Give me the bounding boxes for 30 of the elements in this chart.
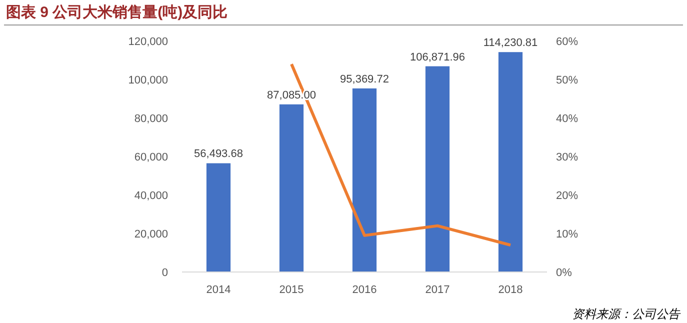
y2-tick-label: 40% — [556, 113, 578, 125]
y2-tick-label: 50% — [556, 74, 578, 86]
x-tick-label: 2015 — [279, 284, 304, 296]
y-tick-label: 120,000 — [128, 36, 168, 48]
bar — [279, 104, 304, 272]
y2-tick-label: 30% — [556, 152, 578, 164]
y2-tick-label: 0% — [556, 267, 572, 279]
y-tick-label: 60,000 — [134, 152, 168, 164]
y-tick-label: 20,000 — [134, 228, 168, 240]
x-tick-label: 2016 — [352, 284, 377, 296]
data-label: 106,871.96 — [410, 51, 466, 64]
y2-tick-label: 10% — [556, 228, 578, 240]
y-tick-label: 40,000 — [134, 190, 168, 202]
bar — [352, 88, 377, 272]
y2-tick-label: 20% — [556, 190, 578, 202]
text: 资料来源：公司公告 — [572, 307, 681, 321]
y-tick-label: 80,000 — [134, 113, 168, 125]
data-label: 114,230.81 — [483, 37, 538, 50]
x-tick-label: 2014 — [206, 284, 231, 296]
y-tick-label: 100,000 — [128, 74, 168, 86]
data-label: 56,493.68 — [194, 148, 243, 160]
y2-tick-label: 60% — [556, 36, 578, 48]
y-tick-label: 0 — [162, 267, 168, 279]
x-tick-label: 2018 — [498, 284, 523, 296]
bar — [498, 52, 523, 272]
chart-title: 图表 9 公司大米销售量(吨)及同比 — [6, 4, 228, 21]
bar — [425, 66, 450, 272]
x-tick-label: 2017 — [425, 284, 450, 296]
data-label: 95,369.72 — [340, 73, 389, 86]
bar — [206, 163, 231, 272]
